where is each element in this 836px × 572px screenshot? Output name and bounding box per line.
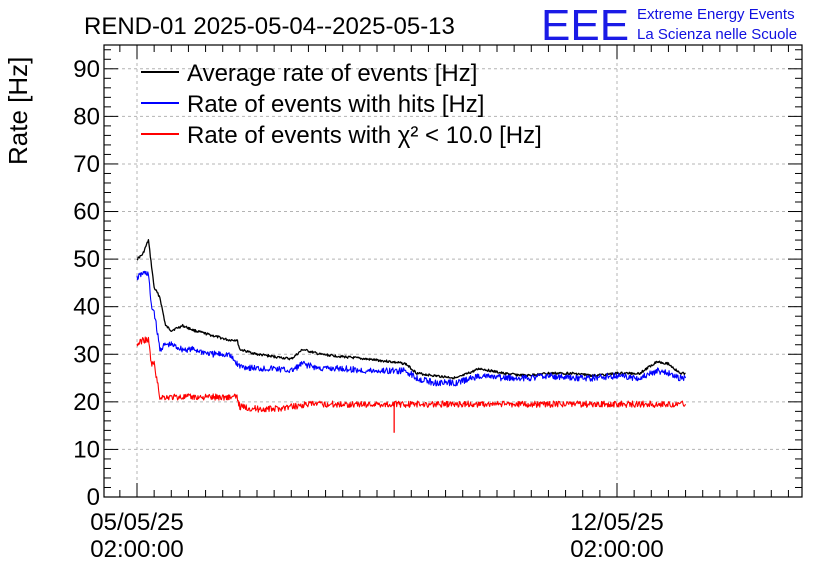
series-line [136, 238, 686, 380]
plot-frame [103, 44, 803, 498]
legend-label: Average rate of events [Hz] [187, 60, 477, 87]
y-tick-label: 50 [73, 246, 100, 273]
eee-logo-line1: Extreme Energy Events [637, 6, 795, 23]
x-tick-label-date: 12/05/25 [570, 509, 663, 536]
axis-ticks: 010203040506070809005/05/2502:00:0012/05… [73, 45, 802, 563]
y-tick-label: 90 [73, 56, 100, 83]
y-tick-label: 40 [73, 294, 100, 321]
y-tick-label: 30 [73, 341, 100, 368]
y-tick-label: 10 [73, 436, 100, 463]
grid [104, 45, 802, 497]
y-tick-label: 60 [73, 199, 100, 226]
series-layer [136, 238, 687, 433]
y-tick-label: 80 [73, 103, 100, 130]
eee-logo: EEE Extreme Energy Events La Scienza nel… [541, 1, 797, 50]
series-line [136, 336, 687, 413]
eee-logo-mark: EEE [541, 1, 629, 50]
eee-logo-line2: La Scienza nelle Scuole [637, 26, 797, 43]
y-tick-label: 70 [73, 151, 100, 178]
x-tick-label-date: 05/05/25 [90, 509, 183, 536]
x-tick-label-time: 02:00:00 [90, 536, 183, 563]
legend-label: Rate of events with hits [Hz] [187, 91, 484, 118]
y-tick-label: 20 [73, 389, 100, 416]
x-tick-label-time: 02:00:00 [570, 536, 663, 563]
series-line [136, 270, 687, 387]
chart-title: REND-01 2025-05-04--2025-05-13 [84, 13, 455, 40]
legend-label: Rate of events with χ² < 10.0 [Hz] [187, 122, 542, 149]
y-tick-label: 0 [87, 484, 100, 511]
legend: Average rate of events [Hz] Rate of event… [141, 60, 542, 149]
y-axis-label: Rate [Hz] [3, 57, 33, 165]
